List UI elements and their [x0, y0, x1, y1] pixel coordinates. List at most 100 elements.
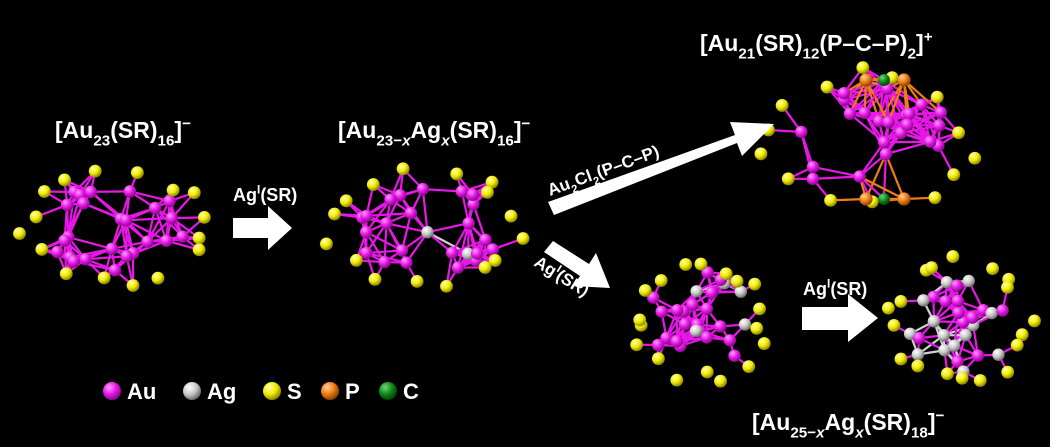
- atom-s: [700, 365, 714, 379]
- bond: [849, 79, 885, 115]
- atom-s: [754, 147, 768, 161]
- atom-s: [753, 302, 766, 316]
- formula-part: [Au: [752, 409, 790, 435]
- atom-au: [671, 303, 684, 317]
- bond: [365, 231, 403, 252]
- atom-au: [384, 193, 397, 206]
- atom-au: [380, 217, 393, 230]
- formula-part: x: [854, 424, 864, 441]
- formula-part: I: [827, 276, 830, 290]
- atom-au: [951, 294, 964, 308]
- atom-ag: [959, 328, 972, 342]
- atom-au: [77, 197, 90, 210]
- atom-au: [728, 349, 741, 362]
- atom-au: [148, 201, 162, 215]
- formula-part: 25−: [790, 424, 816, 441]
- bond: [90, 190, 130, 193]
- atom-au: [924, 135, 937, 148]
- atom-ag: [992, 348, 1005, 361]
- atom-s: [58, 173, 71, 187]
- atom-s: [856, 61, 870, 74]
- formula-part: ]: [916, 30, 924, 56]
- atom-s: [187, 186, 201, 200]
- atom-s: [894, 295, 908, 308]
- atom-au: [400, 256, 413, 269]
- atom-s: [97, 271, 111, 285]
- bond: [146, 200, 171, 243]
- atom-au: [806, 160, 820, 174]
- formula-part: ]: [174, 117, 182, 143]
- atom-s: [973, 374, 987, 387]
- bond: [456, 222, 470, 268]
- atom-au: [882, 116, 895, 129]
- atom-s: [748, 277, 762, 291]
- bond: [859, 175, 905, 200]
- formula-part: I: [257, 182, 260, 196]
- atom-au: [853, 170, 866, 183]
- atom-au: [952, 306, 965, 320]
- cluster-au23-ag-structure: [320, 162, 530, 293]
- bond: [427, 222, 469, 234]
- atom-s: [368, 272, 382, 286]
- atom-au: [872, 115, 886, 128]
- legend-label-p: P: [345, 379, 360, 404]
- bond: [865, 79, 890, 123]
- arrow-4-icon: [802, 294, 878, 342]
- formula-part: x: [440, 132, 450, 149]
- legend: Au Ag S P C: [103, 379, 419, 404]
- atom-au: [795, 125, 808, 139]
- legend-swatch-c: [379, 382, 397, 400]
- atom-au: [660, 331, 673, 345]
- atom-au: [393, 189, 407, 202]
- bond: [472, 203, 487, 241]
- atom-ag: [421, 226, 434, 239]
- atom-au: [108, 263, 122, 277]
- arrow-4-label: AgI(SR): [803, 276, 867, 299]
- atom-s: [757, 337, 771, 350]
- atom-s: [1015, 328, 1029, 342]
- formula-part: x: [815, 424, 825, 441]
- atom-au: [416, 182, 430, 196]
- atom-au: [971, 349, 985, 362]
- atom-au: [950, 279, 963, 292]
- formula-part: 18: [911, 424, 928, 441]
- atom-s: [820, 80, 834, 94]
- formula-au23-x-ag: [Au23−xAgx(SR)16]−: [338, 115, 531, 149]
- atom-au: [141, 235, 154, 248]
- atom-s: [887, 318, 901, 332]
- atom-s: [1001, 281, 1014, 294]
- bond: [85, 255, 127, 261]
- bond: [884, 153, 906, 200]
- atom-au: [466, 188, 479, 201]
- atom-au: [404, 206, 418, 220]
- atom-au: [927, 290, 940, 304]
- atom-p: [897, 73, 911, 87]
- formula-part: (SR): [864, 409, 911, 435]
- atom-ag: [948, 339, 961, 352]
- arrow-1-icon: [233, 206, 292, 250]
- atom-au: [915, 98, 928, 111]
- atom-s: [1028, 314, 1041, 328]
- legend-swatch-p: [321, 382, 339, 400]
- bond: [882, 153, 887, 200]
- atom-s: [638, 284, 652, 297]
- atom-c: [878, 193, 890, 205]
- atom-s: [947, 168, 961, 182]
- bond: [422, 188, 462, 193]
- atom-s: [166, 183, 180, 197]
- formula-part: [Au: [338, 117, 376, 143]
- atom-au: [67, 255, 81, 268]
- formula-part: Ag: [411, 117, 442, 143]
- atom-au: [902, 107, 916, 121]
- atom-au: [951, 355, 964, 368]
- atom-s: [504, 209, 518, 223]
- atom-s: [450, 167, 464, 181]
- atom-s: [930, 90, 944, 104]
- bond: [400, 212, 413, 251]
- atom-au: [120, 250, 133, 263]
- bond: [884, 140, 931, 144]
- bond: [365, 198, 392, 233]
- atom-ag: [962, 274, 975, 288]
- formula-part: −: [936, 407, 945, 424]
